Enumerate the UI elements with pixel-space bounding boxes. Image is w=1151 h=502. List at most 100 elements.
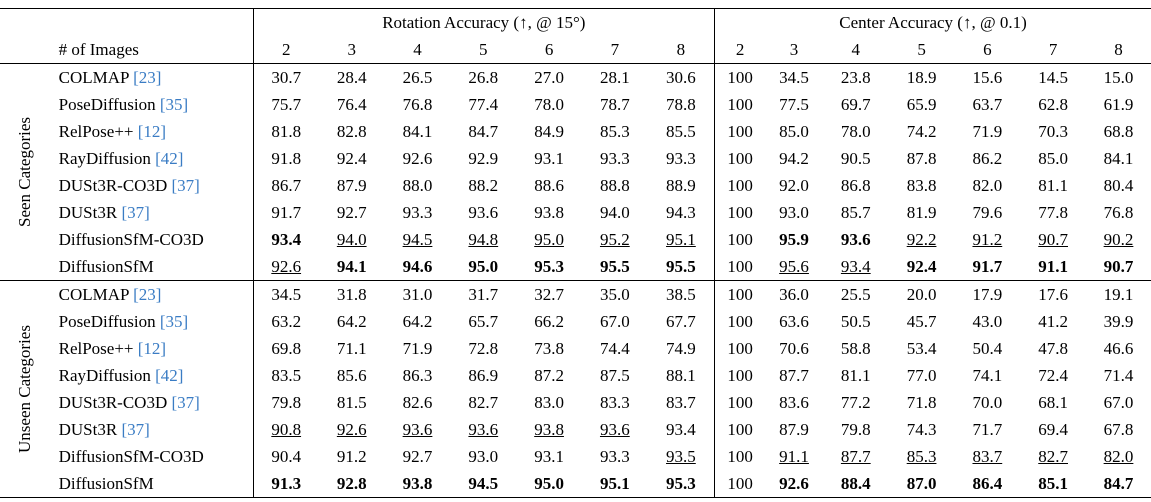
value: 31.8 <box>336 284 367 304</box>
column-header: 6 <box>516 36 582 64</box>
value-cell: 81.1 <box>823 362 889 389</box>
value-cell: 93.3 <box>582 145 648 172</box>
value-cell: 28.4 <box>319 64 385 92</box>
value-cell: 94.2 <box>765 145 823 172</box>
method-name: RayDiffusion <box>58 148 151 168</box>
column-header: 2 <box>252 36 319 64</box>
value: 93.6 <box>840 229 871 249</box>
value-cell: 87.9 <box>319 172 385 199</box>
citation: [35] <box>159 311 189 331</box>
value: 90.2 <box>1103 229 1134 249</box>
value: 91.3 <box>271 473 302 493</box>
value-cell: 100 <box>714 280 766 308</box>
value-cell: 100 <box>714 389 766 416</box>
value: 95.3 <box>534 256 564 276</box>
method-name: COLMAP <box>58 67 129 87</box>
value-cell: 83.8 <box>889 172 955 199</box>
method-name: DiffusionSfM <box>58 473 154 493</box>
value: 81.8 <box>271 121 302 141</box>
value: 77.8 <box>1038 202 1068 222</box>
value-cell: 93.4 <box>648 416 715 443</box>
row: DUSt3R [37] 91.7 92.7 93.3 93.6 93.8 94.0 94.3 1… <box>0 199 1151 226</box>
value-cell: 65.9 <box>889 91 955 118</box>
value: 82.0 <box>972 175 1003 195</box>
value: 14.5 <box>1038 67 1068 87</box>
value: 90.7 <box>1103 256 1134 276</box>
value: 93.4 <box>271 229 302 249</box>
value: 91.7 <box>271 202 302 222</box>
value: 41.2 <box>1038 311 1068 331</box>
value: 100 <box>727 338 753 358</box>
section-label-cell: Seen Categories <box>0 64 51 281</box>
value: 100 <box>727 473 753 493</box>
value-cell: 91.3 <box>252 470 319 498</box>
value: 82.7 <box>468 392 499 412</box>
value-cell: 17.9 <box>954 281 1020 309</box>
value-cell: 85.6 <box>319 362 385 389</box>
value: 71.1 <box>336 338 367 358</box>
column-header: 6 <box>954 36 1021 64</box>
method-cell: COLMAP [23] <box>51 64 253 92</box>
value-cell: 83.0 <box>516 389 582 416</box>
value-cell: 76.4 <box>319 91 385 118</box>
value: 23.8 <box>840 67 871 87</box>
value-cell: 95.2 <box>582 226 648 253</box>
value-cell: 83.7 <box>954 443 1020 470</box>
value-cell: 87.9 <box>765 416 823 443</box>
value-cell: 84.1 <box>385 118 451 145</box>
value: 95.0 <box>534 473 564 493</box>
value: 91.7 <box>972 256 1003 276</box>
value-cell: 85.3 <box>889 443 955 470</box>
value: 15.6 <box>972 67 1003 87</box>
section: Unseen Categories COLMAP [23] 34.5 31.8 31.0… <box>0 280 1151 498</box>
value-cell: 83.6 <box>765 389 823 416</box>
value-cell: 64.2 <box>319 308 385 335</box>
method-cell: RelPose++ [12] <box>51 335 253 362</box>
value: 94.0 <box>599 202 630 222</box>
value-cell: 82.8 <box>319 118 385 145</box>
value: 83.8 <box>906 175 937 195</box>
value: 65.7 <box>468 311 499 331</box>
value: 93.3 <box>599 446 630 466</box>
row: DUSt3R-CO3D [37] 86.7 87.9 88.0 88.2 88.6 88.8… <box>0 172 1151 199</box>
method-name: DiffusionSfM <box>58 256 154 276</box>
value: 34.5 <box>779 67 809 87</box>
value: 93.5 <box>666 446 696 466</box>
value-cell: 93.8 <box>385 470 451 498</box>
value-cell: 93.0 <box>450 443 516 470</box>
value: 28.4 <box>336 67 367 87</box>
value: 76.8 <box>402 94 433 114</box>
method-name: DUSt3R-CO3D <box>58 392 168 412</box>
value-cell: 93.1 <box>516 145 582 172</box>
value-cell: 15.0 <box>1086 64 1151 92</box>
value: 78.0 <box>840 121 871 141</box>
method-name: DUSt3R <box>58 419 118 439</box>
value-cell: 95.1 <box>582 470 648 498</box>
value-cell: 61.9 <box>1086 91 1151 118</box>
value: 86.9 <box>468 365 499 385</box>
value: 76.4 <box>336 94 367 114</box>
value: 77.5 <box>779 94 809 114</box>
value-cell: 84.7 <box>1086 470 1151 498</box>
value: 93.6 <box>599 419 630 439</box>
value: 93.3 <box>599 148 630 168</box>
citation: [12] <box>137 338 167 358</box>
value: 25.5 <box>840 284 871 304</box>
value: 30.6 <box>666 67 696 87</box>
value: 83.3 <box>599 392 630 412</box>
method-cell: DiffusionSfM <box>51 253 253 281</box>
value: 28.1 <box>599 67 630 87</box>
row: DUSt3R-CO3D [37] 79.8 81.5 82.6 82.7 83.0 83.3… <box>0 389 1151 416</box>
value-cell: 90.5 <box>823 145 889 172</box>
value-cell: 85.1 <box>1020 470 1086 498</box>
value: 86.3 <box>402 365 433 385</box>
value-cell: 92.9 <box>450 145 516 172</box>
value-cell: 87.0 <box>889 470 955 498</box>
value: 92.4 <box>336 148 367 168</box>
value: 94.1 <box>336 256 367 276</box>
value: 80.4 <box>1103 175 1134 195</box>
value-cell: 69.8 <box>252 335 319 362</box>
value-cell: 41.2 <box>1020 308 1086 335</box>
value-cell: 58.8 <box>823 335 889 362</box>
citation: [35] <box>159 94 189 114</box>
